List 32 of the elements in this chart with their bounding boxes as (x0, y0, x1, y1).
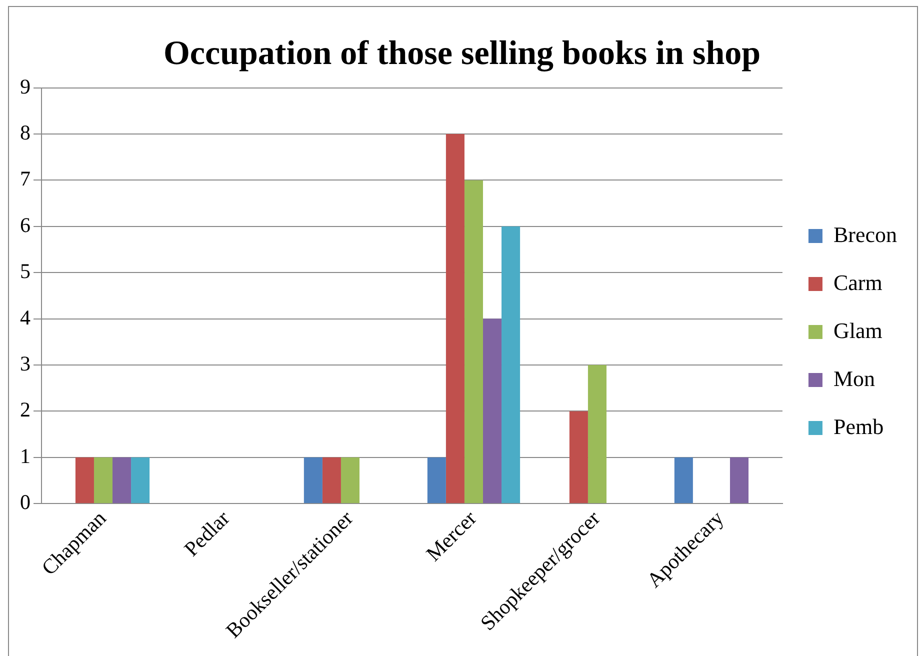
bar (569, 411, 588, 504)
bar (674, 457, 693, 504)
legend-label: Glam (833, 318, 882, 343)
bar (94, 457, 113, 504)
y-tick-label: 5 (20, 259, 30, 284)
bar (75, 457, 94, 504)
bar (464, 180, 483, 504)
y-tick-label: 7 (20, 166, 30, 191)
bar (482, 318, 502, 504)
bar (112, 457, 132, 504)
bar (304, 457, 322, 504)
y-tick-label: 1 (20, 444, 30, 468)
bar (322, 457, 341, 504)
legend-label: Mon (833, 366, 876, 391)
bar (446, 134, 464, 504)
bar (502, 226, 520, 504)
chart-title: Occupation of those selling books in shop (163, 35, 761, 72)
y-tick-label: 6 (20, 212, 30, 237)
legend-label: Brecon (833, 222, 897, 247)
y-tick-label: 9 (20, 74, 30, 98)
y-tick-label: 0 (20, 490, 30, 514)
bar (588, 364, 606, 504)
y-tick-label: 8 (20, 120, 30, 145)
bar (340, 457, 360, 504)
bar (730, 457, 749, 504)
y-tick-label: 3 (20, 352, 30, 376)
legend-label: Carm (833, 270, 882, 295)
y-tick-label: 2 (20, 398, 30, 422)
bar (131, 457, 150, 504)
legend-label: Pemb (833, 414, 884, 439)
y-tick-label: 4 (20, 305, 31, 330)
bar (427, 457, 446, 504)
